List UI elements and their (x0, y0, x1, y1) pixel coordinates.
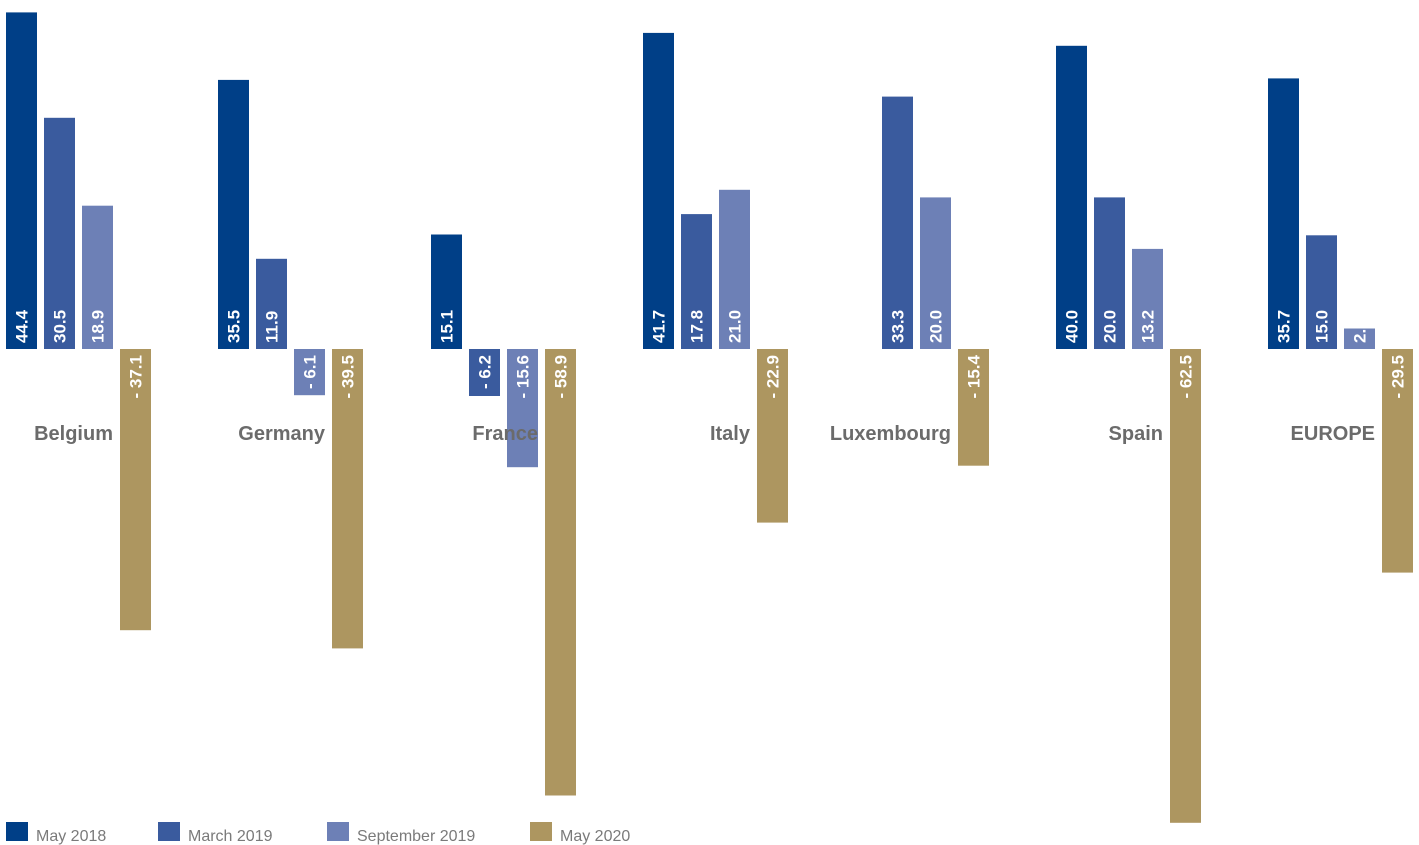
bar-value-label: - 58.9 (552, 355, 571, 398)
bar-value-label: 41.7 (650, 310, 669, 343)
bar-value-label: 20.0 (1101, 310, 1120, 343)
category-label-germany: Germany (238, 423, 326, 445)
bar-europe-september-2019 (1344, 328, 1375, 349)
bar-italy-may-2020 (757, 349, 788, 523)
bar-value-label: 18.9 (89, 310, 108, 343)
bar-germany-may-2018 (218, 79, 249, 350)
bar-value-label: 44.4 (13, 309, 32, 343)
bar-france-may-2020 (545, 349, 576, 796)
category-label-luxembourg: Luxembourg (830, 423, 951, 445)
legend-label-september-2019: September 2019 (357, 828, 475, 845)
bar-belgium-may-2020 (120, 349, 151, 631)
legend-swatch-may-2020 (530, 822, 552, 841)
bar-value-label: 15.0 (1313, 310, 1332, 343)
bar-germany-march-2019 (256, 258, 287, 349)
bar-spain-september-2019 (1132, 248, 1163, 349)
bar-value-label: - 39.5 (339, 355, 358, 398)
bar-value-label: 11.9 (263, 311, 282, 343)
bar-value-label: 15.1 (438, 310, 457, 343)
category-label-france: France (472, 423, 538, 445)
legend-swatch-may-2018 (6, 822, 28, 841)
bar-value-label: - 15.6 (514, 355, 533, 398)
category-label-spain: Spain (1109, 423, 1163, 445)
bar-germany-september-2019 (294, 349, 325, 396)
bar-europe-may-2018 (1268, 78, 1299, 350)
bar-europe-march-2019 (1306, 235, 1337, 349)
bar-france-march-2019 (469, 349, 500, 396)
bar-value-label: 13.2 (1139, 310, 1158, 343)
bar-value-label: - 22.9 (764, 355, 783, 398)
bar-value-label: 35.7 (1275, 310, 1294, 343)
category-label-italy: Italy (710, 423, 751, 445)
bar-spain-may-2020 (1170, 349, 1201, 823)
bar-spain-may-2018 (1056, 45, 1087, 350)
bar-luxembourg-september-2019 (920, 197, 951, 349)
bar-value-label: - 62.5 (1177, 355, 1196, 398)
legend-label-may-2018: May 2018 (36, 828, 106, 845)
bar-value-label: 17.8 (688, 310, 707, 343)
bar-value-label: 21.0 (726, 310, 745, 343)
bar-value-label: 40.0 (1063, 310, 1082, 343)
bar-europe-may-2020 (1382, 349, 1413, 573)
bar-luxembourg-may-2020 (958, 349, 989, 466)
bar-value-label: 20.0 (927, 310, 946, 343)
bar-value-label: 30.5 (51, 310, 70, 343)
bar-luxembourg-march-2019 (882, 96, 913, 349)
legend-label-march-2019: March 2019 (188, 828, 273, 845)
bar-belgium-may-2018 (6, 12, 37, 350)
bar-italy-september-2019 (719, 189, 750, 349)
bar-value-label: - 37.1 (127, 355, 146, 398)
bar-france-may-2018 (431, 234, 462, 349)
legend-swatch-march-2019 (158, 822, 180, 841)
category-label-europe: EUROPE (1291, 423, 1375, 445)
category-labels: Belgium Germany France Italy Luxembourg Spain… (34, 423, 1375, 445)
bar-value-label: - 6.2 (476, 355, 495, 389)
bar-labels-layer: 44.4 30.5 18.9 - 37.1 35.5 11.9 - 6.1 - 39.5 15.… (13, 309, 1408, 398)
bar-belgium-march-2019 (44, 117, 75, 349)
bar-spain-march-2019 (1094, 197, 1125, 349)
category-label-belgium: Belgium (34, 423, 113, 445)
bar-germany-may-2020 (332, 349, 363, 649)
bar-value-label: 33.3 (889, 310, 908, 343)
bar-value-label: 2.7 (1351, 319, 1370, 343)
bar-italy-march-2019 (681, 214, 712, 349)
bar-value-label: - 15.4 (965, 354, 984, 398)
legend-label-may-2020: May 2020 (560, 828, 630, 845)
bar-value-label: - 29.5 (1389, 355, 1408, 398)
bars-layer (6, 12, 1413, 823)
bar-italy-may-2018 (643, 32, 674, 350)
legend-swatch-september-2019 (327, 822, 349, 841)
bar-value-label: - 6.1 (301, 355, 320, 389)
bar-france-september-2019 (507, 349, 538, 468)
legend: May 2018 March 2019 September 2019 May 2020 (6, 822, 630, 845)
bar-belgium-september-2019 (82, 205, 113, 349)
bar-value-label: 35.5 (225, 310, 244, 343)
